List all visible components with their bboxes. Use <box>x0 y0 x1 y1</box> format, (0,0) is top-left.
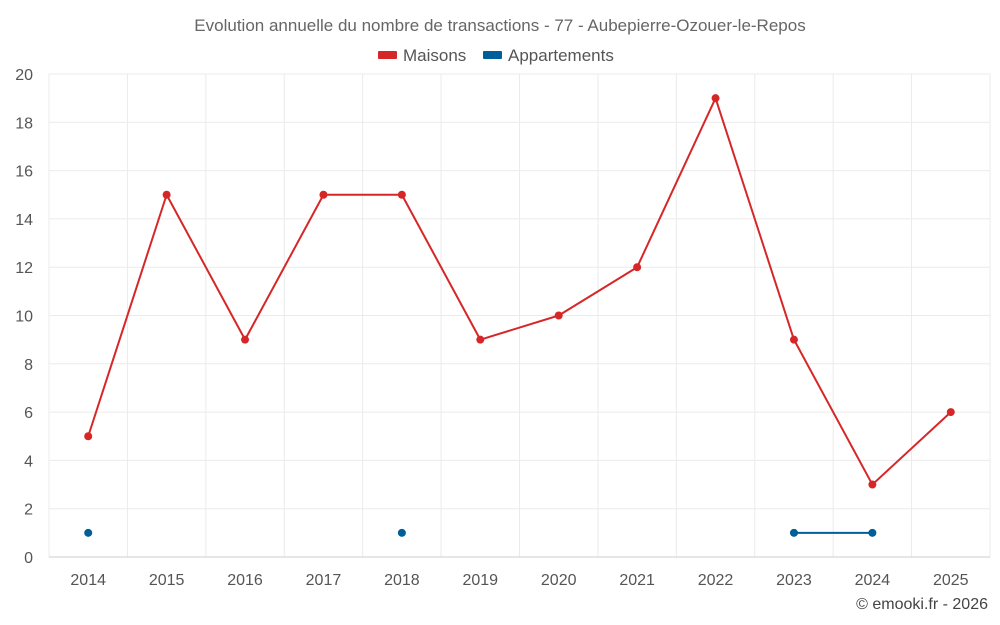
data-point[interactable] <box>868 528 877 537</box>
series-line-segment <box>244 194 325 341</box>
legend: Maisons Appartements <box>378 46 614 65</box>
legend-label: Maisons <box>403 46 466 65</box>
x-tick-label: 2014 <box>70 572 106 589</box>
grid <box>48 73 991 558</box>
series-line-segment <box>558 266 638 317</box>
data-point[interactable] <box>84 528 93 537</box>
series-line-segment <box>871 411 952 486</box>
series-line-segment <box>165 194 246 341</box>
series-appartements <box>84 528 877 537</box>
x-tick-label: 2025 <box>933 572 969 589</box>
data-point[interactable] <box>554 311 563 320</box>
series-line-segment <box>479 314 560 341</box>
data-point[interactable] <box>711 94 720 103</box>
x-tick-label: 2022 <box>698 572 734 589</box>
series-line-segment <box>793 339 874 486</box>
y-tick-label: 0 <box>24 550 33 567</box>
y-tick-label: 20 <box>15 67 33 84</box>
x-axis: 2014 2015 2016 2017 2018 2019 2020 2021 2022 2023… <box>70 572 968 589</box>
legend-label: Appartements <box>508 46 614 65</box>
y-tick-label: 2 <box>24 502 33 519</box>
x-tick-label: 2016 <box>227 572 263 589</box>
series-line-segment <box>636 97 717 268</box>
data-point[interactable] <box>241 335 250 344</box>
data-point[interactable] <box>476 335 485 344</box>
legend-swatch <box>378 51 397 59</box>
y-tick-label: 4 <box>24 453 33 470</box>
credit-text: © emooki.fr - 2026 <box>856 596 988 613</box>
chart-title: Evolution annuelle du nombre de transact… <box>194 16 805 35</box>
series-line-segment <box>87 194 168 437</box>
y-tick-label: 14 <box>15 212 33 229</box>
series-maisons <box>84 94 955 489</box>
data-point[interactable] <box>946 408 955 417</box>
x-tick-label: 2019 <box>462 572 498 589</box>
data-point[interactable] <box>397 190 406 199</box>
data-point[interactable] <box>319 190 328 199</box>
legend-item-maisons[interactable]: Maisons <box>378 46 466 65</box>
x-tick-label: 2015 <box>149 572 185 589</box>
series-line-segment <box>714 97 795 340</box>
data-point[interactable] <box>868 480 877 489</box>
data-point[interactable] <box>789 528 798 537</box>
x-tick-label: 2023 <box>776 572 812 589</box>
legend-item-appartements[interactable]: Appartements <box>483 46 614 65</box>
x-tick-label: 2020 <box>541 572 577 589</box>
y-tick-label: 8 <box>24 357 33 374</box>
y-tick-label: 10 <box>15 309 33 326</box>
y-axis: 0 2 4 6 8 10 12 14 16 18 20 <box>15 67 33 567</box>
data-point[interactable] <box>162 190 171 199</box>
y-tick-label: 18 <box>15 115 33 132</box>
y-tick-label: 12 <box>15 260 33 277</box>
series-group <box>84 94 955 537</box>
y-tick-label: 16 <box>15 164 33 181</box>
data-point[interactable] <box>789 335 798 344</box>
x-tick-label: 2017 <box>306 572 342 589</box>
series-line-segment <box>400 194 482 341</box>
x-tick-label: 2021 <box>619 572 655 589</box>
legend-swatch <box>483 51 502 59</box>
y-tick-label: 6 <box>24 405 33 422</box>
x-tick-label: 2024 <box>855 572 891 589</box>
data-point[interactable] <box>633 263 642 272</box>
data-point[interactable] <box>397 528 406 537</box>
x-tick-label: 2018 <box>384 572 420 589</box>
data-point[interactable] <box>84 432 93 441</box>
